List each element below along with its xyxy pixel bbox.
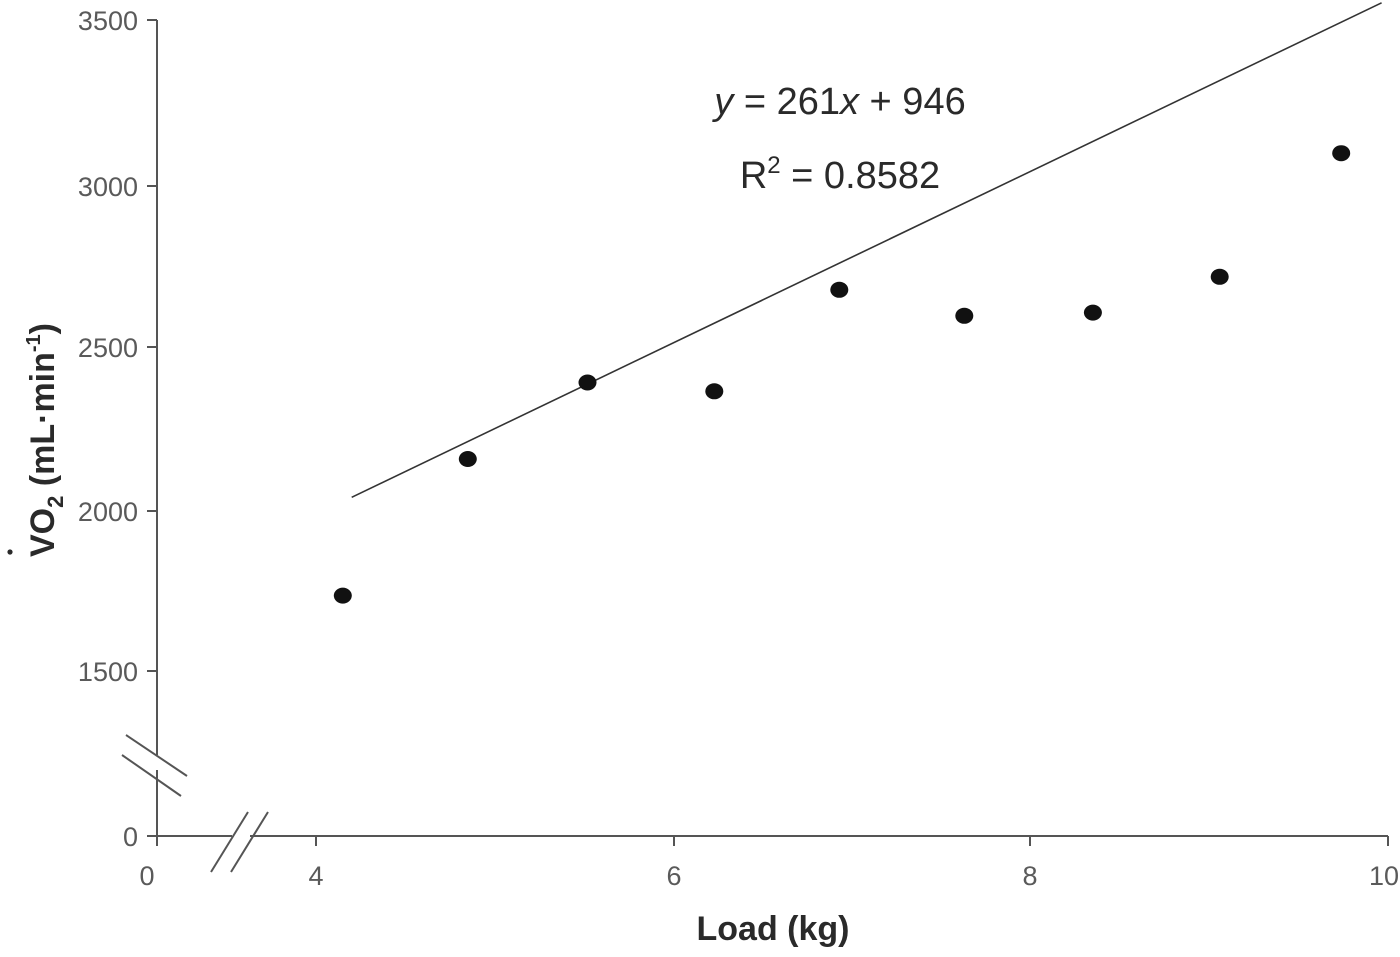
x-axis-break [210,811,269,873]
x-tick-label: 0 [139,861,154,891]
data-point-8 [1210,268,1229,285]
y-axis [147,19,158,837]
data-point-2 [458,451,477,467]
equation-eq: = 261 [733,81,840,123]
x-axis [156,835,1389,846]
equation-annotation: y = 261x + 946 [711,81,965,123]
x-tick-label: 6 [666,861,681,891]
vo2-dot-mark [7,549,13,555]
y-axis-title-main: VO [24,508,62,557]
data-point-4 [705,383,724,400]
data-point-1 [333,587,352,604]
y-axis-title-sup: -1 [23,334,45,352]
y-tick-labels: 3500 3000 2500 2000 1500 0 [78,6,138,852]
data-point-3 [578,374,597,391]
equation-y: y [711,81,735,123]
data-point-6 [955,307,974,324]
y-tick-label: 2000 [78,497,138,527]
equation-x: x [838,81,861,123]
data-point-9 [1332,145,1351,162]
y-axis-break [121,734,188,797]
y-axis-title-sub: 2 [43,496,68,508]
x-tick-label: 4 [308,861,323,891]
trendline [351,2,1382,499]
r2-sup: 2 [767,152,780,179]
svg-text:VO2 (mL·min-1): VO2 (mL·min-1) [23,323,68,557]
y-tick-label: 3000 [78,172,138,202]
y-axis-title-close: ) [24,323,62,334]
data-point-5 [830,281,849,298]
r2-r: R [740,155,767,197]
x-tick-label: 10 [1369,861,1399,891]
y-axis-title-rest: (mL·min [24,352,62,496]
y-tick-label: 2500 [78,333,138,363]
y-tick-label: 3500 [78,6,138,36]
x-tick-labels: 0 4 6 8 10 [139,861,1399,891]
y-tick-label: 0 [123,822,138,852]
equation-rest: + 946 [859,81,966,123]
y-axis-title: VO2 (mL·min-1) [23,323,68,557]
x-axis-title: Load (kg) [697,910,850,948]
r2-annotation: R2 = 0.8582 [740,152,940,197]
x-tick-label: 8 [1022,861,1037,891]
y-tick-label: 1500 [78,657,138,687]
data-points [333,145,1351,604]
data-point-7 [1083,304,1102,321]
r2-rest: = 0.8582 [781,155,941,197]
